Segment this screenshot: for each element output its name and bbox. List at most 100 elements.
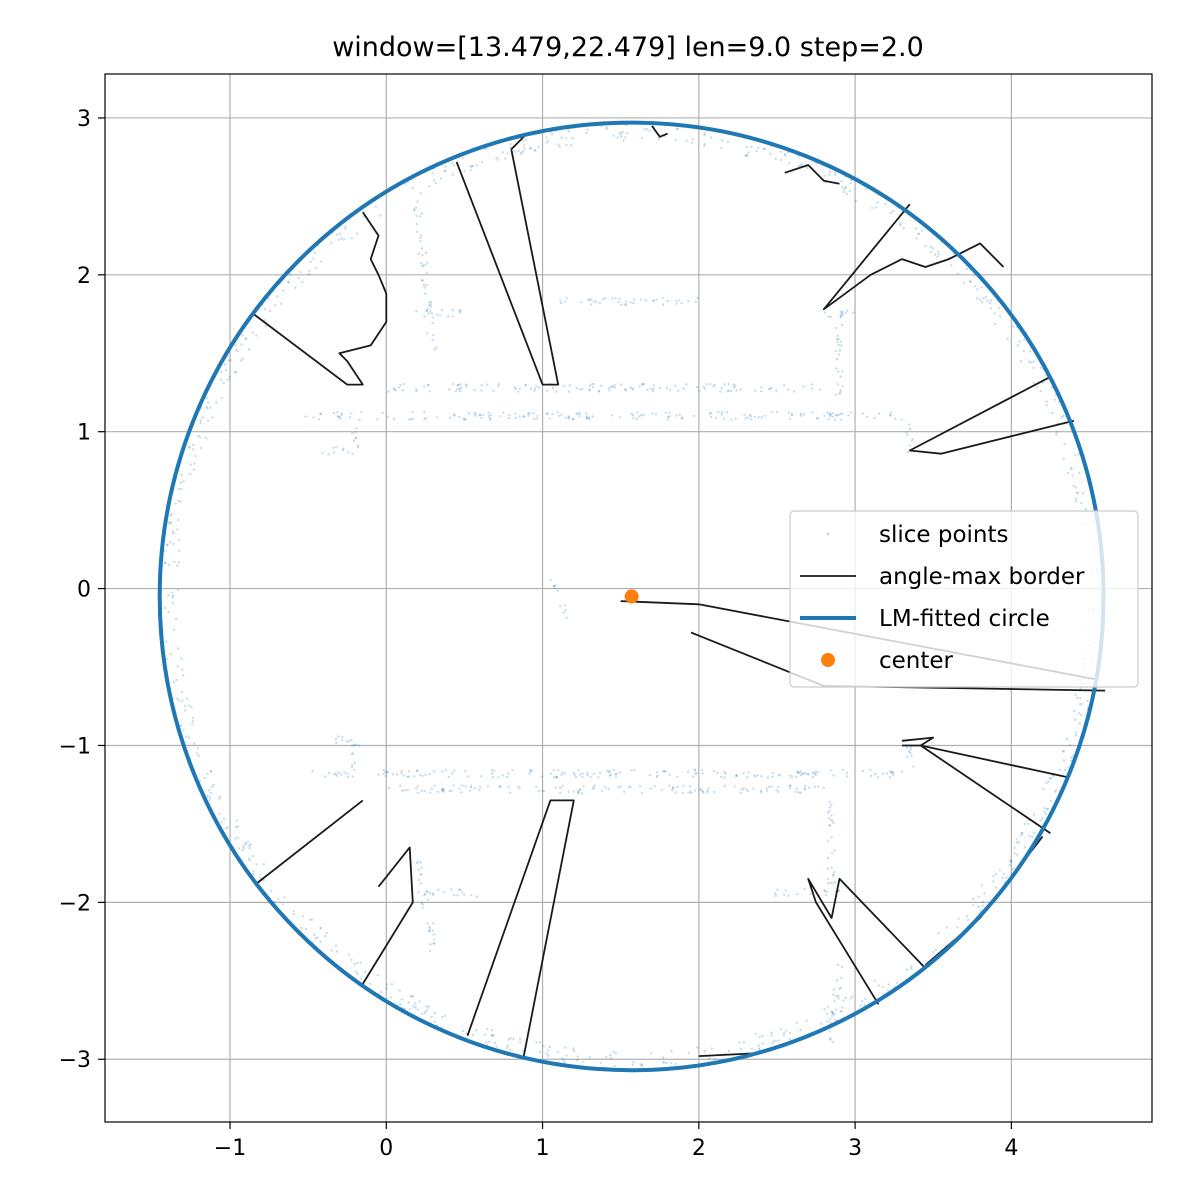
slice-point xyxy=(831,1012,835,1015)
slice-point xyxy=(267,297,270,300)
slice-point xyxy=(320,260,323,263)
slice-point xyxy=(353,768,356,772)
slice-point xyxy=(829,769,832,772)
slice-point xyxy=(384,770,387,774)
slice-point xyxy=(535,417,539,420)
slice-point xyxy=(599,1061,602,1065)
slice-point xyxy=(763,147,766,150)
slice-point xyxy=(181,668,184,671)
slice-point xyxy=(586,128,589,131)
slice-point xyxy=(671,786,674,789)
slice-point xyxy=(739,388,742,391)
slice-point xyxy=(680,302,683,305)
slice-point xyxy=(759,789,763,792)
slice-point xyxy=(420,1012,423,1016)
slice-point xyxy=(259,876,262,880)
slice-point xyxy=(744,154,747,157)
slice-point xyxy=(844,187,847,190)
slice-point xyxy=(896,981,899,985)
slice-point xyxy=(420,212,424,215)
slice-point xyxy=(224,827,228,830)
slice-point xyxy=(713,1058,716,1061)
slice-point xyxy=(1069,466,1073,469)
slice-point xyxy=(241,844,245,848)
slice-point xyxy=(563,772,567,775)
slice-point xyxy=(593,784,596,787)
slice-point xyxy=(797,164,800,168)
slice-point xyxy=(727,1049,731,1053)
slice-point xyxy=(578,388,582,391)
slice-point xyxy=(172,680,176,684)
slice-point xyxy=(657,138,661,141)
slice-point xyxy=(1051,411,1054,415)
slice-point xyxy=(841,313,844,316)
angle-max-border-line xyxy=(362,846,414,985)
slice-point xyxy=(275,295,279,298)
slice-point xyxy=(982,297,985,300)
slice-point xyxy=(419,234,423,237)
slice-point xyxy=(187,704,190,707)
slice-point xyxy=(345,740,348,743)
slice-point xyxy=(578,788,581,792)
slice-point xyxy=(826,856,830,860)
slice-point xyxy=(598,390,601,393)
slice-point xyxy=(823,174,826,177)
slice-point xyxy=(415,769,419,772)
slice-point xyxy=(1074,693,1077,696)
slice-point xyxy=(986,299,989,302)
slice-point xyxy=(707,787,710,790)
slice-point xyxy=(754,775,757,778)
slice-point xyxy=(1013,846,1016,850)
slice-point xyxy=(207,401,210,404)
slice-point xyxy=(421,254,424,257)
slice-point xyxy=(765,789,768,793)
slice-point xyxy=(386,415,390,418)
slice-point xyxy=(299,271,302,274)
slice-point xyxy=(240,343,243,346)
slice-point xyxy=(498,382,501,386)
slice-point xyxy=(409,994,412,998)
slice-point xyxy=(532,412,535,415)
slice-point xyxy=(910,439,913,442)
slice-point xyxy=(430,787,433,790)
slice-point xyxy=(433,179,436,182)
slice-point xyxy=(873,979,876,982)
slice-point xyxy=(749,415,752,418)
slice-point xyxy=(562,1059,565,1063)
slice-point xyxy=(362,215,365,218)
legend-marker-slice-points xyxy=(826,532,830,536)
slice-point xyxy=(1032,360,1035,363)
slice-point xyxy=(828,170,832,174)
slice-point xyxy=(481,413,484,417)
slice-point xyxy=(831,874,835,877)
slice-point xyxy=(169,653,173,656)
slice-point xyxy=(708,1056,711,1060)
slice-point xyxy=(363,970,367,974)
slice-point xyxy=(771,1042,774,1045)
slice-point xyxy=(552,769,555,772)
slice-point xyxy=(251,331,254,334)
slice-point xyxy=(574,775,578,779)
slice-point xyxy=(458,387,461,390)
slice-point xyxy=(832,821,835,825)
slice-point xyxy=(839,391,842,394)
slice-point xyxy=(648,129,651,132)
slice-point xyxy=(462,417,465,421)
slice-point xyxy=(172,530,175,533)
slice-point xyxy=(567,790,570,794)
slice-point xyxy=(724,772,727,775)
slice-point xyxy=(456,387,459,391)
slice-point xyxy=(187,736,190,739)
slice-point xyxy=(848,189,851,193)
slice-point xyxy=(613,386,616,389)
slice-point xyxy=(533,389,536,392)
slice-point xyxy=(623,790,626,793)
slice-point xyxy=(335,446,338,449)
slice-point xyxy=(286,281,290,284)
slice-point xyxy=(738,1041,741,1044)
slice-point xyxy=(614,773,617,776)
slice-point xyxy=(448,789,451,793)
slice-point xyxy=(351,432,354,435)
slice-point xyxy=(768,387,771,391)
slice-point xyxy=(168,520,171,524)
